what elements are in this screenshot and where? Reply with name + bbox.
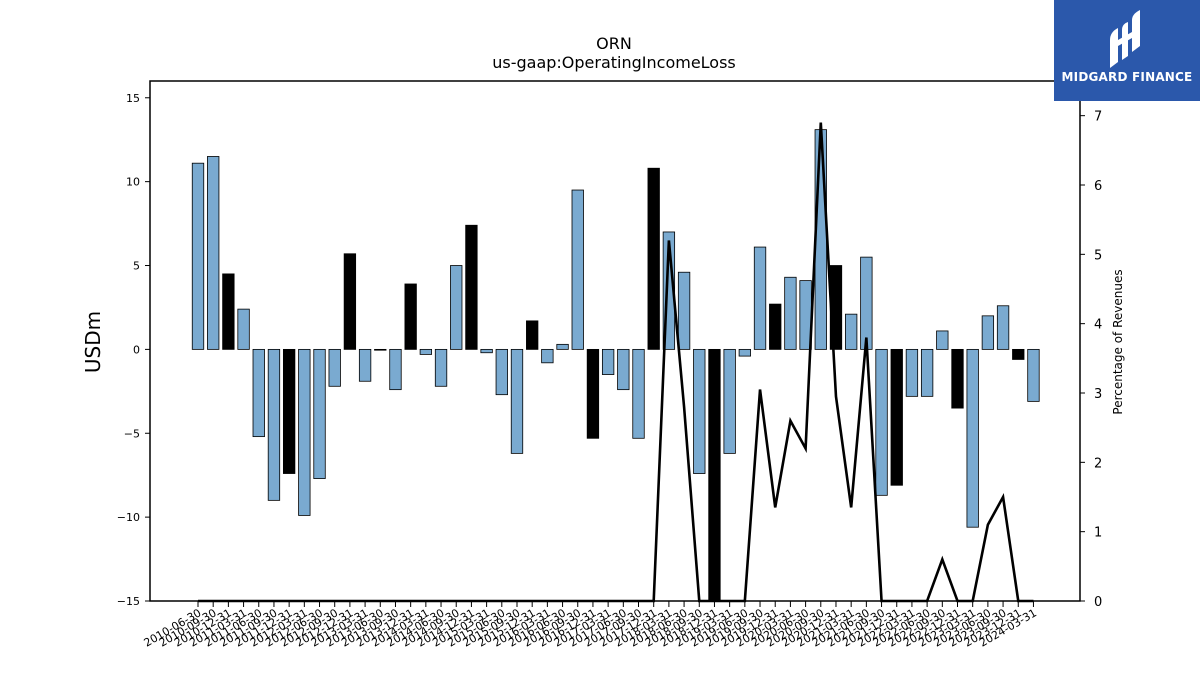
bar <box>526 320 539 350</box>
y-axis-label: USDm <box>81 311 105 373</box>
plot-frame <box>149 80 1081 602</box>
bar <box>374 348 387 351</box>
y2-tick-label: 7 <box>1094 110 1102 125</box>
bar <box>936 330 949 350</box>
bar <box>191 162 205 350</box>
bar <box>723 348 736 454</box>
y-tick-label: −15 <box>117 595 140 608</box>
bar <box>222 273 235 350</box>
bar <box>769 303 782 350</box>
bar <box>617 348 630 391</box>
bar <box>1012 348 1025 360</box>
bar <box>556 343 569 350</box>
bar <box>480 348 493 354</box>
y-tick-label: 10 <box>126 176 140 189</box>
bar <box>632 348 645 439</box>
chart-title: ORN <box>596 34 632 53</box>
bar <box>298 348 311 516</box>
bar <box>860 256 873 350</box>
y2-axis-label: Percentage of Revenues <box>1111 269 1125 414</box>
bar <box>738 348 751 357</box>
logo-text: MIDGARD FINANCE <box>1061 70 1193 84</box>
bar <box>389 348 402 391</box>
bar <box>875 348 888 496</box>
bar <box>890 348 903 486</box>
y2-tick-label: 3 <box>1094 387 1102 402</box>
bar <box>313 348 326 479</box>
y2-tick-label: 2 <box>1094 456 1102 471</box>
bar <box>571 189 584 350</box>
bar <box>753 246 767 350</box>
bar <box>495 348 508 396</box>
bar <box>647 167 660 350</box>
plot-area: −15−10−5051015012345672010-06-302010-09-… <box>117 80 1102 650</box>
bar <box>450 265 463 350</box>
bar <box>784 276 797 350</box>
bar <box>267 348 281 501</box>
chart-subtitle: us-gaap:OperatingIncomeLoss <box>492 53 736 72</box>
bar <box>586 348 600 439</box>
bar <box>328 348 341 387</box>
bar <box>708 348 721 602</box>
bar <box>1027 348 1040 402</box>
bar <box>404 283 417 350</box>
y2-tick-label: 1 <box>1094 526 1102 541</box>
y-tick-label: 5 <box>133 260 140 273</box>
bar <box>358 348 372 382</box>
y-tick-label: −5 <box>124 427 140 440</box>
bar <box>207 156 220 350</box>
bar <box>677 271 691 350</box>
bar <box>693 348 706 474</box>
bar <box>343 253 357 350</box>
bar <box>920 348 934 397</box>
logo-mark-icon <box>1110 10 1140 68</box>
bar <box>966 348 979 528</box>
bar <box>541 348 554 364</box>
bar <box>601 348 615 375</box>
y2-tick-label: 5 <box>1094 248 1102 263</box>
brand-logo: MIDGARD FINANCE <box>1054 0 1200 101</box>
bar <box>905 348 919 397</box>
y-tick-label: 0 <box>133 343 140 356</box>
y2-tick-label: 4 <box>1094 318 1102 333</box>
bar <box>951 348 964 409</box>
y2-tick-label: 0 <box>1094 595 1102 610</box>
bar <box>434 348 448 387</box>
bar <box>465 224 478 350</box>
bar <box>996 305 1010 350</box>
bar <box>252 348 265 438</box>
y2-tick-label: 6 <box>1094 179 1102 194</box>
bar <box>981 315 995 350</box>
bar <box>419 348 433 355</box>
bar <box>845 313 858 350</box>
y-tick-label: −10 <box>117 511 140 524</box>
bar <box>282 348 296 474</box>
bar <box>510 348 524 454</box>
bar <box>814 129 827 350</box>
bar <box>237 308 250 350</box>
y-tick-label: 15 <box>126 92 140 105</box>
